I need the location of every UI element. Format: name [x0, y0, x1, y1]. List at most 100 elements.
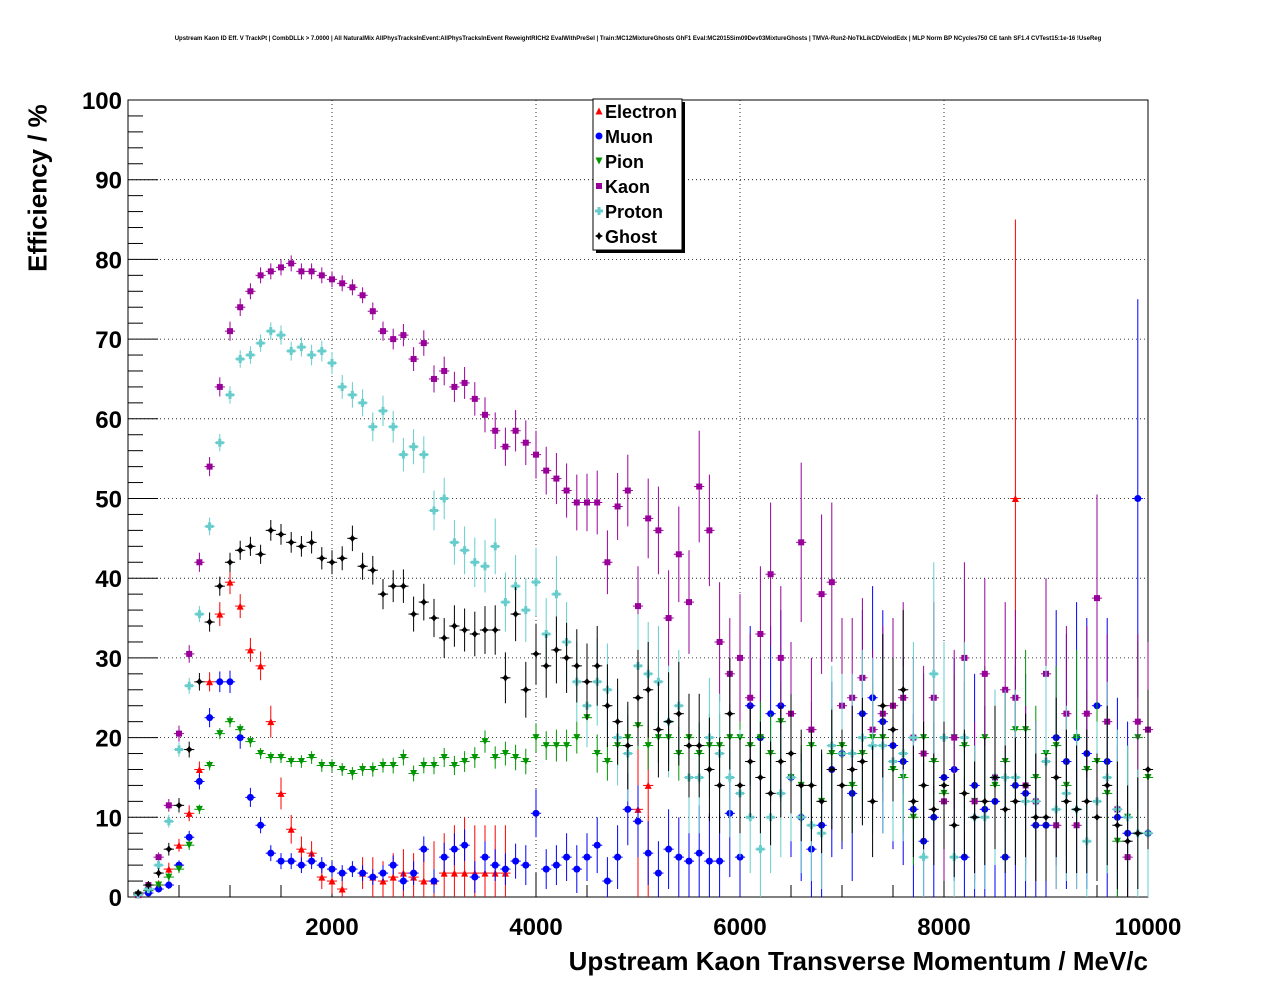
- ghost-point: [460, 626, 469, 635]
- pion-point: [195, 805, 203, 813]
- pion-point: [175, 865, 183, 873]
- muon-point: [348, 865, 356, 873]
- muon-point: [1134, 495, 1142, 502]
- ghost-point: [338, 554, 347, 563]
- ghost-point: [277, 530, 285, 539]
- ghost-point: [776, 757, 785, 766]
- ghost-point: [419, 598, 428, 607]
- ghost-point: [766, 789, 775, 798]
- pion-point: [532, 734, 540, 742]
- pion-point: [644, 742, 652, 750]
- ghost-point: [266, 526, 275, 535]
- y-tick-label: 80: [95, 247, 122, 274]
- kaon-point: [777, 654, 784, 661]
- x-tick-label: 4000: [509, 914, 562, 941]
- muon-point: [512, 857, 520, 865]
- muon-point: [246, 793, 254, 801]
- kaon-point: [533, 451, 539, 458]
- kaon-point: [645, 515, 652, 522]
- kaon-point: [482, 411, 488, 418]
- kaon-point: [369, 308, 376, 315]
- proton-point: [358, 398, 367, 407]
- kaon-point: [288, 260, 295, 267]
- ghost-point: [205, 618, 214, 627]
- proton-point: [205, 522, 214, 531]
- x-tick-label: 6000: [713, 914, 766, 941]
- proton-point: [511, 582, 520, 591]
- muon-point: [226, 678, 234, 686]
- ghost-point: [542, 661, 551, 670]
- proton-point: [307, 351, 316, 360]
- muon-point: [369, 873, 377, 881]
- kaon-point: [553, 475, 560, 482]
- kaon-point: [492, 427, 499, 434]
- proton-point: [338, 382, 347, 391]
- proton-point: [532, 578, 540, 587]
- ghost-point: [991, 773, 999, 782]
- kaon-point: [155, 854, 162, 861]
- pion-point: [267, 754, 275, 762]
- ghost-point: [980, 797, 989, 806]
- proton-point: [909, 733, 918, 742]
- ghost-point: [909, 797, 918, 806]
- kaon-point: [624, 487, 631, 494]
- kaon-point: [563, 487, 570, 494]
- ghost-point: [583, 677, 591, 686]
- kaon-point: [767, 571, 774, 578]
- pion-point: [359, 765, 367, 773]
- electron-point: [420, 877, 428, 885]
- proton-point: [226, 390, 234, 399]
- kaon-point: [1094, 595, 1100, 602]
- ghost-point: [481, 626, 489, 635]
- ghost-point: [164, 845, 173, 854]
- pion-point: [236, 726, 244, 734]
- electron-point: [277, 789, 285, 797]
- muon-point: [634, 817, 642, 825]
- ghost-point: [1062, 797, 1071, 806]
- electron-point: [328, 877, 336, 885]
- muon-point: [277, 857, 285, 865]
- muon-point: [542, 865, 550, 873]
- ghost-point: [787, 749, 795, 758]
- kaon-point: [267, 268, 274, 275]
- proton-point: [164, 817, 173, 826]
- muon-point: [675, 853, 683, 861]
- kaon-point: [798, 539, 805, 546]
- ghost-point: [409, 610, 418, 619]
- ghost-point: [175, 801, 183, 810]
- ghost-point: [297, 542, 306, 551]
- muon-point: [644, 849, 652, 857]
- muon-point: [420, 845, 428, 853]
- muon-point: [552, 861, 560, 869]
- kaon-point: [594, 499, 601, 506]
- ghost-point: [1011, 797, 1020, 806]
- electron-point: [461, 869, 469, 877]
- electron-point: [1011, 495, 1019, 502]
- ghost-point: [379, 590, 387, 599]
- muon-point: [532, 809, 540, 817]
- ghost-point: [950, 821, 959, 830]
- pion-point: [552, 742, 560, 750]
- ghost-point: [470, 629, 479, 638]
- ghost-point: [929, 805, 938, 814]
- ghost-point: [236, 546, 245, 555]
- muon-point: [685, 857, 693, 865]
- kaon-point: [308, 268, 315, 275]
- kaon-point: [451, 383, 458, 390]
- chart-title: Upstream Kaon ID Eff. V TrackPt | CombDL…: [174, 36, 1102, 42]
- kaon-point: [380, 328, 386, 335]
- kaon-point: [604, 559, 611, 566]
- legend-marker-proton: [595, 207, 603, 215]
- ghost-point: [430, 614, 438, 623]
- kaon-point: [573, 499, 580, 506]
- legend-box: [592, 98, 683, 251]
- muon-point: [624, 805, 632, 813]
- ghost-point: [195, 677, 204, 686]
- muon-point: [287, 857, 295, 865]
- pion-point: [471, 754, 479, 762]
- muon-point: [389, 861, 397, 869]
- ghost-point: [1042, 813, 1050, 822]
- electron-point: [185, 809, 193, 817]
- ghost-point: [817, 797, 826, 806]
